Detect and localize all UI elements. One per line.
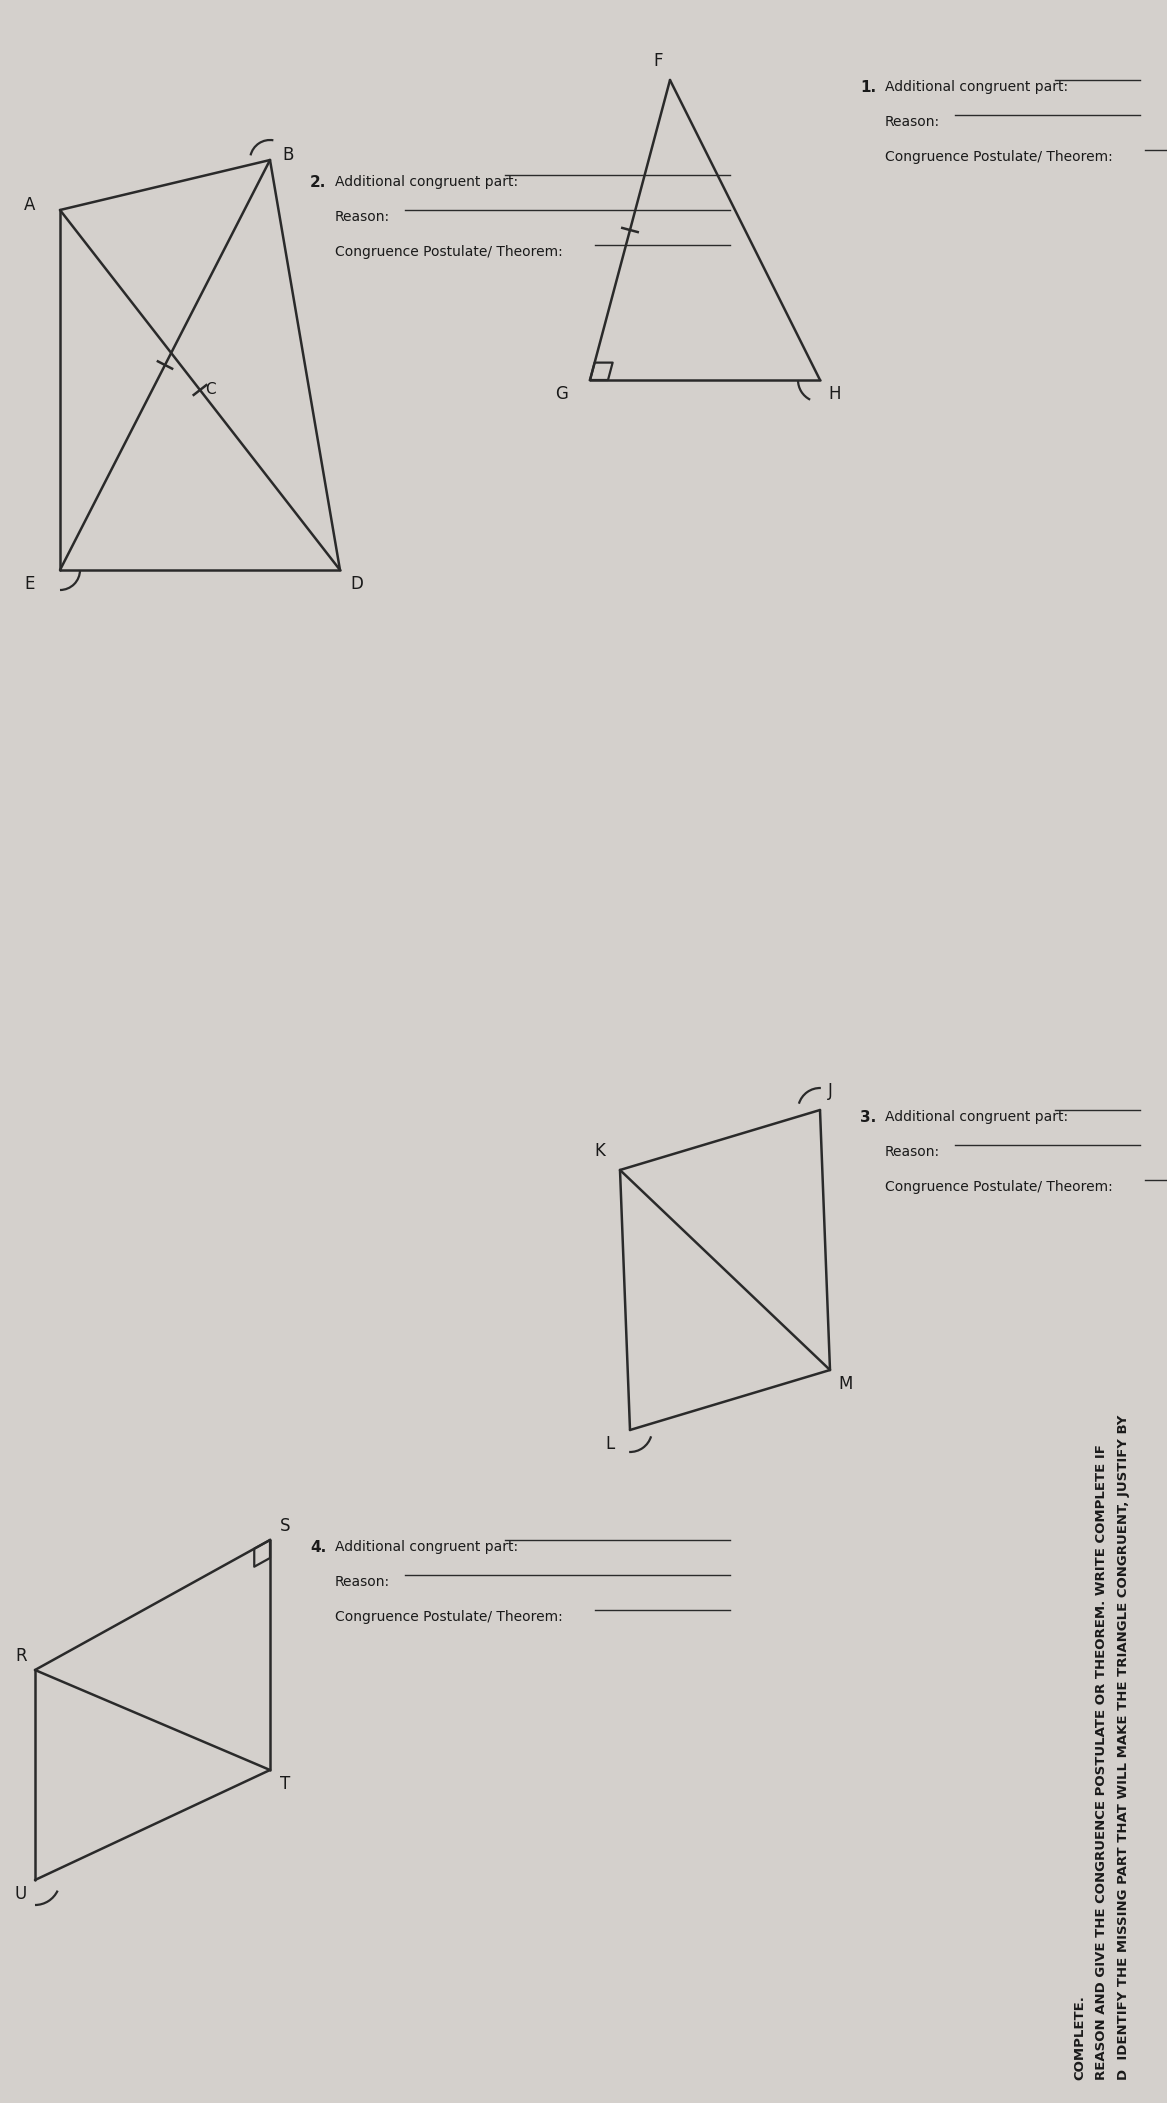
Text: Additional congruent part:: Additional congruent part: (885, 1110, 1068, 1123)
Text: E: E (25, 574, 35, 593)
Text: D: D (350, 574, 363, 593)
Text: Reason:: Reason: (335, 1575, 390, 1590)
Text: S: S (280, 1516, 291, 1535)
Text: T: T (280, 1775, 291, 1794)
Text: H: H (829, 385, 840, 404)
Text: Additional congruent part:: Additional congruent part: (885, 80, 1068, 95)
Text: M: M (838, 1375, 852, 1392)
Text: Reason:: Reason: (335, 210, 390, 225)
Text: Reason:: Reason: (885, 1144, 941, 1159)
Text: Congruence Postulate/ Theorem:: Congruence Postulate/ Theorem: (885, 1180, 1113, 1195)
Text: A: A (25, 196, 36, 215)
Text: 2.: 2. (310, 175, 327, 189)
Text: Additional congruent part:: Additional congruent part: (335, 175, 518, 189)
Text: R: R (15, 1647, 27, 1666)
Text: B: B (282, 145, 293, 164)
Text: 1.: 1. (860, 80, 876, 95)
Text: J: J (829, 1083, 833, 1100)
Text: COMPLETE.: COMPLETE. (1072, 1996, 1086, 2080)
Text: C: C (205, 383, 216, 397)
Text: K: K (594, 1142, 605, 1161)
Text: U: U (15, 1884, 27, 1903)
Text: F: F (654, 53, 663, 69)
Text: D  IDENTIFY THE MISSING PART THAT WILL MAKE THE TRIANGLE CONGRUENT, JUSTIFY BY: D IDENTIFY THE MISSING PART THAT WILL MA… (1117, 1415, 1130, 2080)
Text: Reason:: Reason: (885, 116, 941, 128)
Text: G: G (555, 385, 568, 404)
Text: Congruence Postulate/ Theorem:: Congruence Postulate/ Theorem: (335, 1611, 562, 1624)
Text: 4.: 4. (310, 1539, 327, 1554)
Text: Congruence Postulate/ Theorem:: Congruence Postulate/ Theorem: (335, 246, 562, 259)
Text: L: L (606, 1434, 615, 1453)
Text: Additional congruent part:: Additional congruent part: (335, 1539, 518, 1554)
Text: Congruence Postulate/ Theorem:: Congruence Postulate/ Theorem: (885, 149, 1113, 164)
Text: REASON AND GIVE THE CONGRUENCE POSTULATE OR THEOREM. WRITE COMPLETE IF: REASON AND GIVE THE CONGRUENCE POSTULATE… (1095, 1445, 1107, 2080)
Text: 3.: 3. (860, 1110, 876, 1125)
